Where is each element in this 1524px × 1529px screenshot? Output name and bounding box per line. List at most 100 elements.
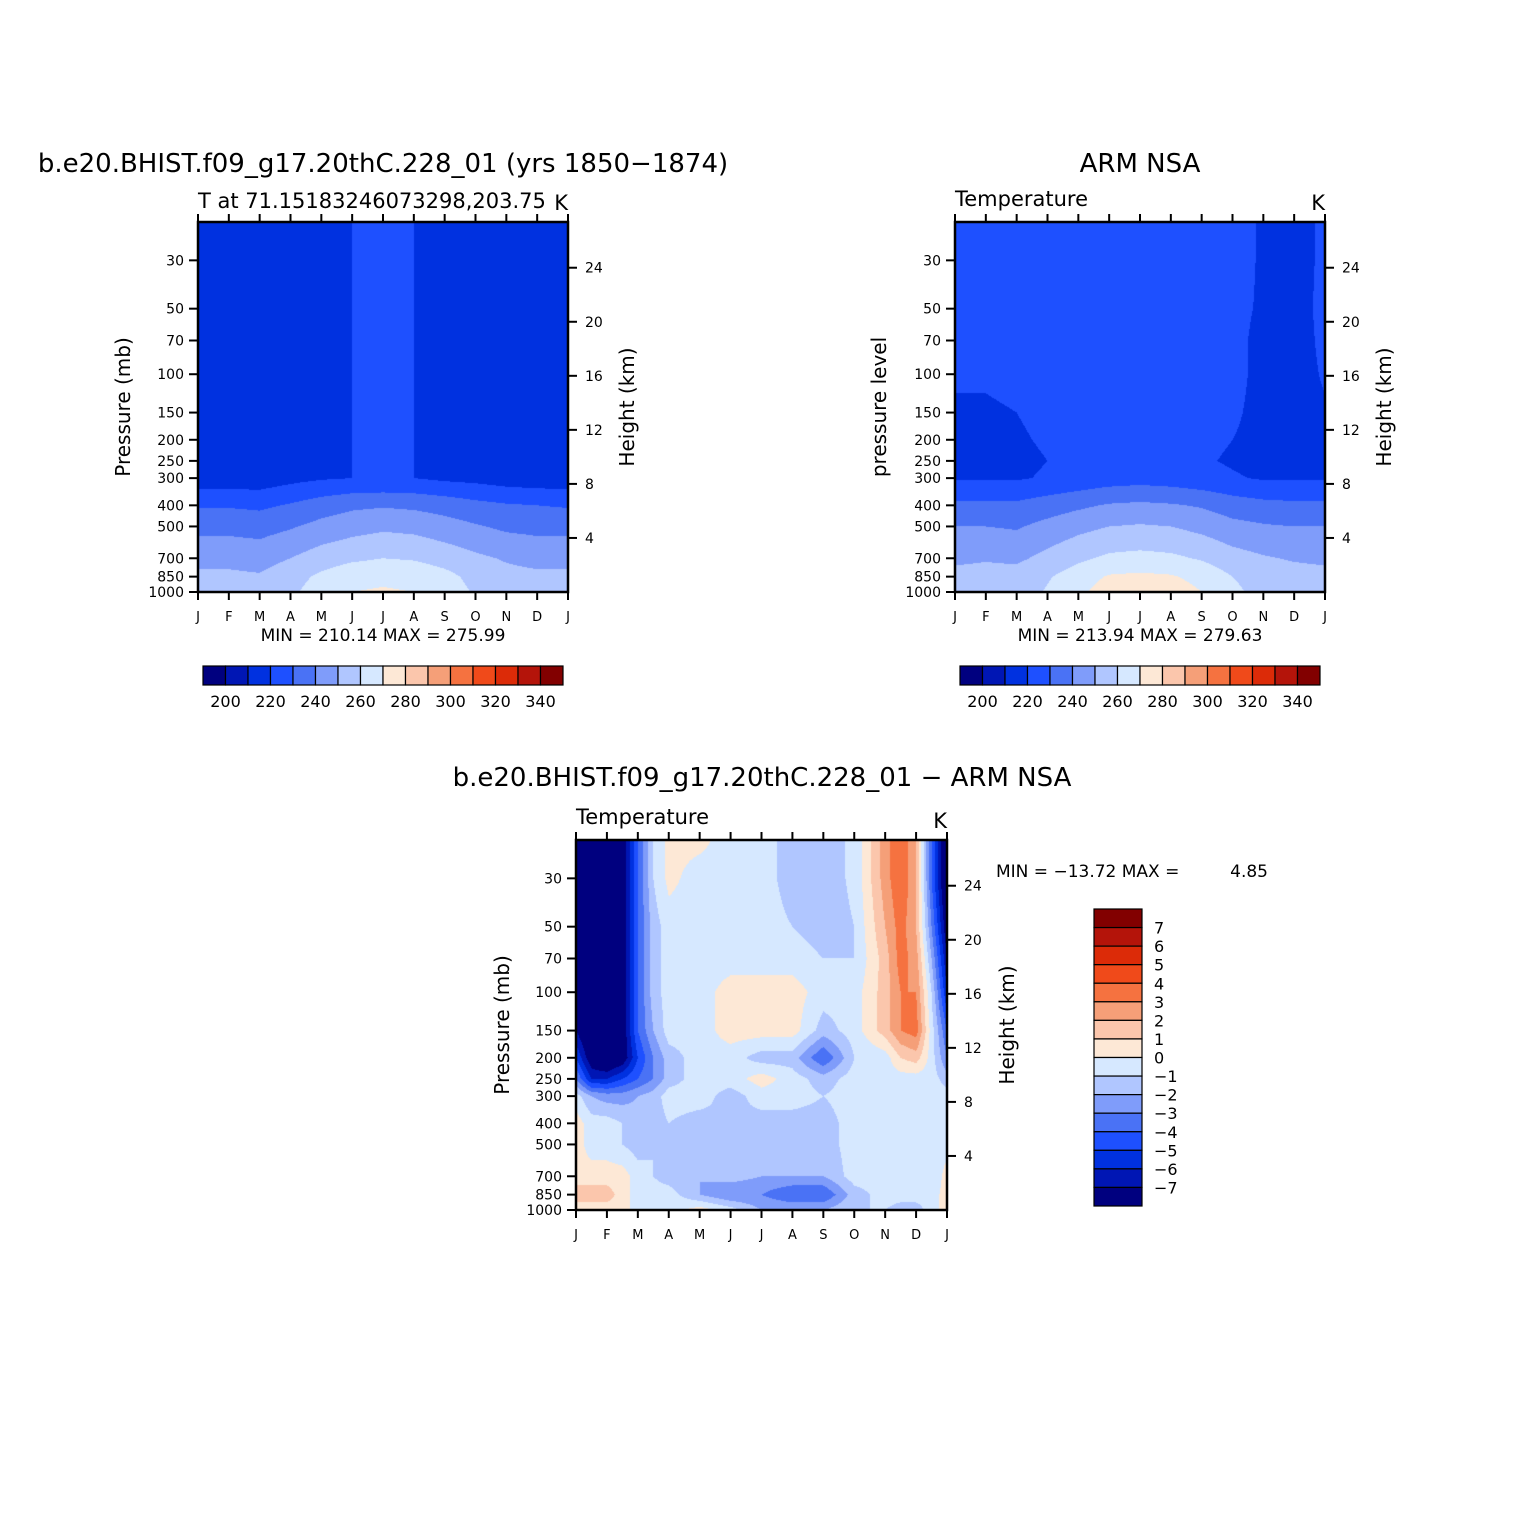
height-tick-label: 12 xyxy=(585,423,603,439)
model-panel-title: b.e20.BHIST.f09_g17.20thC.228_01 (yrs 18… xyxy=(38,149,728,179)
difference-right-axis-label: Height (km) xyxy=(995,965,1019,1084)
colorbar-box xyxy=(1071,665,1096,686)
month-tick-label: M xyxy=(632,1228,643,1243)
pressure-tick-label: 70 xyxy=(923,333,941,349)
pressure-tick-label: 500 xyxy=(914,519,941,535)
month-tick-label: A xyxy=(788,1228,797,1243)
colorbar-box xyxy=(1161,665,1186,686)
colorbar-box xyxy=(1093,1019,1143,1040)
colorbar-label: 260 xyxy=(1102,692,1133,711)
colorbar-box xyxy=(449,665,474,686)
month-tick-label: J xyxy=(1106,610,1111,625)
pressure-tick-label: 850 xyxy=(914,570,941,586)
month-tick-label: O xyxy=(849,1228,859,1243)
colorbar-label: −1 xyxy=(1154,1067,1178,1086)
pressure-tick-label: 30 xyxy=(923,253,941,269)
colorbar-box xyxy=(404,665,429,686)
colorbar-box xyxy=(1026,665,1051,686)
colorbar-label: 340 xyxy=(525,692,556,711)
month-tick-label: M xyxy=(316,610,327,625)
colorbar-box xyxy=(337,665,362,686)
difference-max-value: 4.85 xyxy=(1230,862,1268,882)
month-tick-label: D xyxy=(532,610,542,625)
colorbar-box xyxy=(1093,1075,1143,1096)
month-tick-label: S xyxy=(441,610,449,625)
difference-panel-units: K xyxy=(933,809,948,833)
pressure-tick-label: 30 xyxy=(166,253,184,269)
month-tick-label: J xyxy=(1322,610,1327,625)
colorbar-box xyxy=(1093,1131,1143,1151)
colorbar-box xyxy=(517,665,542,686)
pressure-tick-label: 100 xyxy=(535,985,562,1001)
month-tick-label: A xyxy=(286,610,295,625)
colorbar-label: 220 xyxy=(1012,692,1043,711)
month-tick-label: M xyxy=(694,1228,705,1243)
colorbar-box xyxy=(1206,665,1231,686)
month-tick-label: J xyxy=(944,1228,949,1243)
model-y-axis-label: Pressure (mb) xyxy=(111,337,135,477)
colorbar-box xyxy=(427,665,452,686)
colorbar-label: 220 xyxy=(255,692,286,711)
colorbar-box xyxy=(269,665,294,686)
colorbar-box xyxy=(1093,1001,1143,1021)
model-contour-field xyxy=(198,222,568,592)
difference-panel-subtitle: Temperature xyxy=(575,805,709,829)
month-tick-label: J xyxy=(759,1228,764,1243)
month-tick-label: N xyxy=(501,610,511,625)
colorbar-label: 300 xyxy=(435,692,466,711)
colorbar-label: −5 xyxy=(1154,1141,1178,1160)
colorbar-box xyxy=(382,665,407,686)
colorbar-label: 7 xyxy=(1154,919,1164,938)
month-tick-label: J xyxy=(565,610,570,625)
month-tick-label: M xyxy=(254,610,265,625)
colorbar-box xyxy=(1093,945,1143,966)
height-tick-label: 24 xyxy=(1342,261,1360,277)
difference-panel: b.e20.BHIST.f09_g17.20thC.228_01 − ARM N… xyxy=(453,763,1268,1243)
month-tick-label: O xyxy=(470,610,480,625)
pressure-tick-label: 70 xyxy=(544,951,562,967)
pressure-tick-label: 700 xyxy=(535,1169,562,1185)
height-tick-label: 16 xyxy=(964,987,982,1003)
obs-min-max: MIN = 213.94 MAX = 279.63 xyxy=(1018,626,1263,646)
colorbar-label: 320 xyxy=(1237,692,1268,711)
height-tick-label: 12 xyxy=(1342,423,1360,439)
height-tick-label: 24 xyxy=(964,879,982,895)
obs-panel: ARM NSA Temperature K J F M A M J J A S O N D J 30 50 7… xyxy=(867,149,1396,711)
month-tick-label: A xyxy=(1166,610,1175,625)
colorbar-label: 1 xyxy=(1154,1030,1164,1049)
height-tick-label: 8 xyxy=(585,477,594,493)
pressure-tick-label: 300 xyxy=(914,471,941,487)
colorbar-box xyxy=(1093,908,1143,929)
colorbar-box xyxy=(314,665,339,686)
height-tick-label: 16 xyxy=(1342,369,1360,385)
month-tick-label: A xyxy=(409,610,418,625)
pressure-tick-label: 150 xyxy=(157,406,184,422)
model-panel-units: K xyxy=(554,191,569,215)
pressure-tick-label: 400 xyxy=(535,1116,562,1132)
colorbar-label: −2 xyxy=(1154,1086,1178,1105)
colorbar-label: 240 xyxy=(1057,692,1088,711)
pressure-tick-label: 700 xyxy=(157,551,184,567)
month-tick-label: N xyxy=(880,1228,890,1243)
colorbar-box xyxy=(1116,665,1141,686)
colorbar-label: 260 xyxy=(345,692,376,711)
colorbar-box xyxy=(1184,665,1209,686)
colorbar-box xyxy=(1296,665,1321,686)
month-tick-label: F xyxy=(225,610,232,625)
model-panel-subtitle: T at 71.15183246073298,203.75 xyxy=(197,189,546,213)
pressure-tick-label: 1000 xyxy=(526,1203,562,1219)
colorbar-label: −3 xyxy=(1154,1104,1178,1123)
difference-y-axis-label: Pressure (mb) xyxy=(490,955,514,1095)
month-tick-label: F xyxy=(603,1228,610,1243)
pressure-tick-label: 100 xyxy=(157,367,184,383)
pressure-tick-label: 400 xyxy=(157,498,184,514)
pressure-tick-label: 250 xyxy=(157,454,184,470)
colorbar-box xyxy=(1139,665,1164,686)
colorbar-label: 3 xyxy=(1154,993,1164,1012)
colorbar-box xyxy=(1274,665,1299,686)
colorbar-box xyxy=(1093,1112,1143,1133)
pressure-tick-label: 300 xyxy=(535,1089,562,1105)
colorbar-label: 4 xyxy=(1154,974,1164,993)
